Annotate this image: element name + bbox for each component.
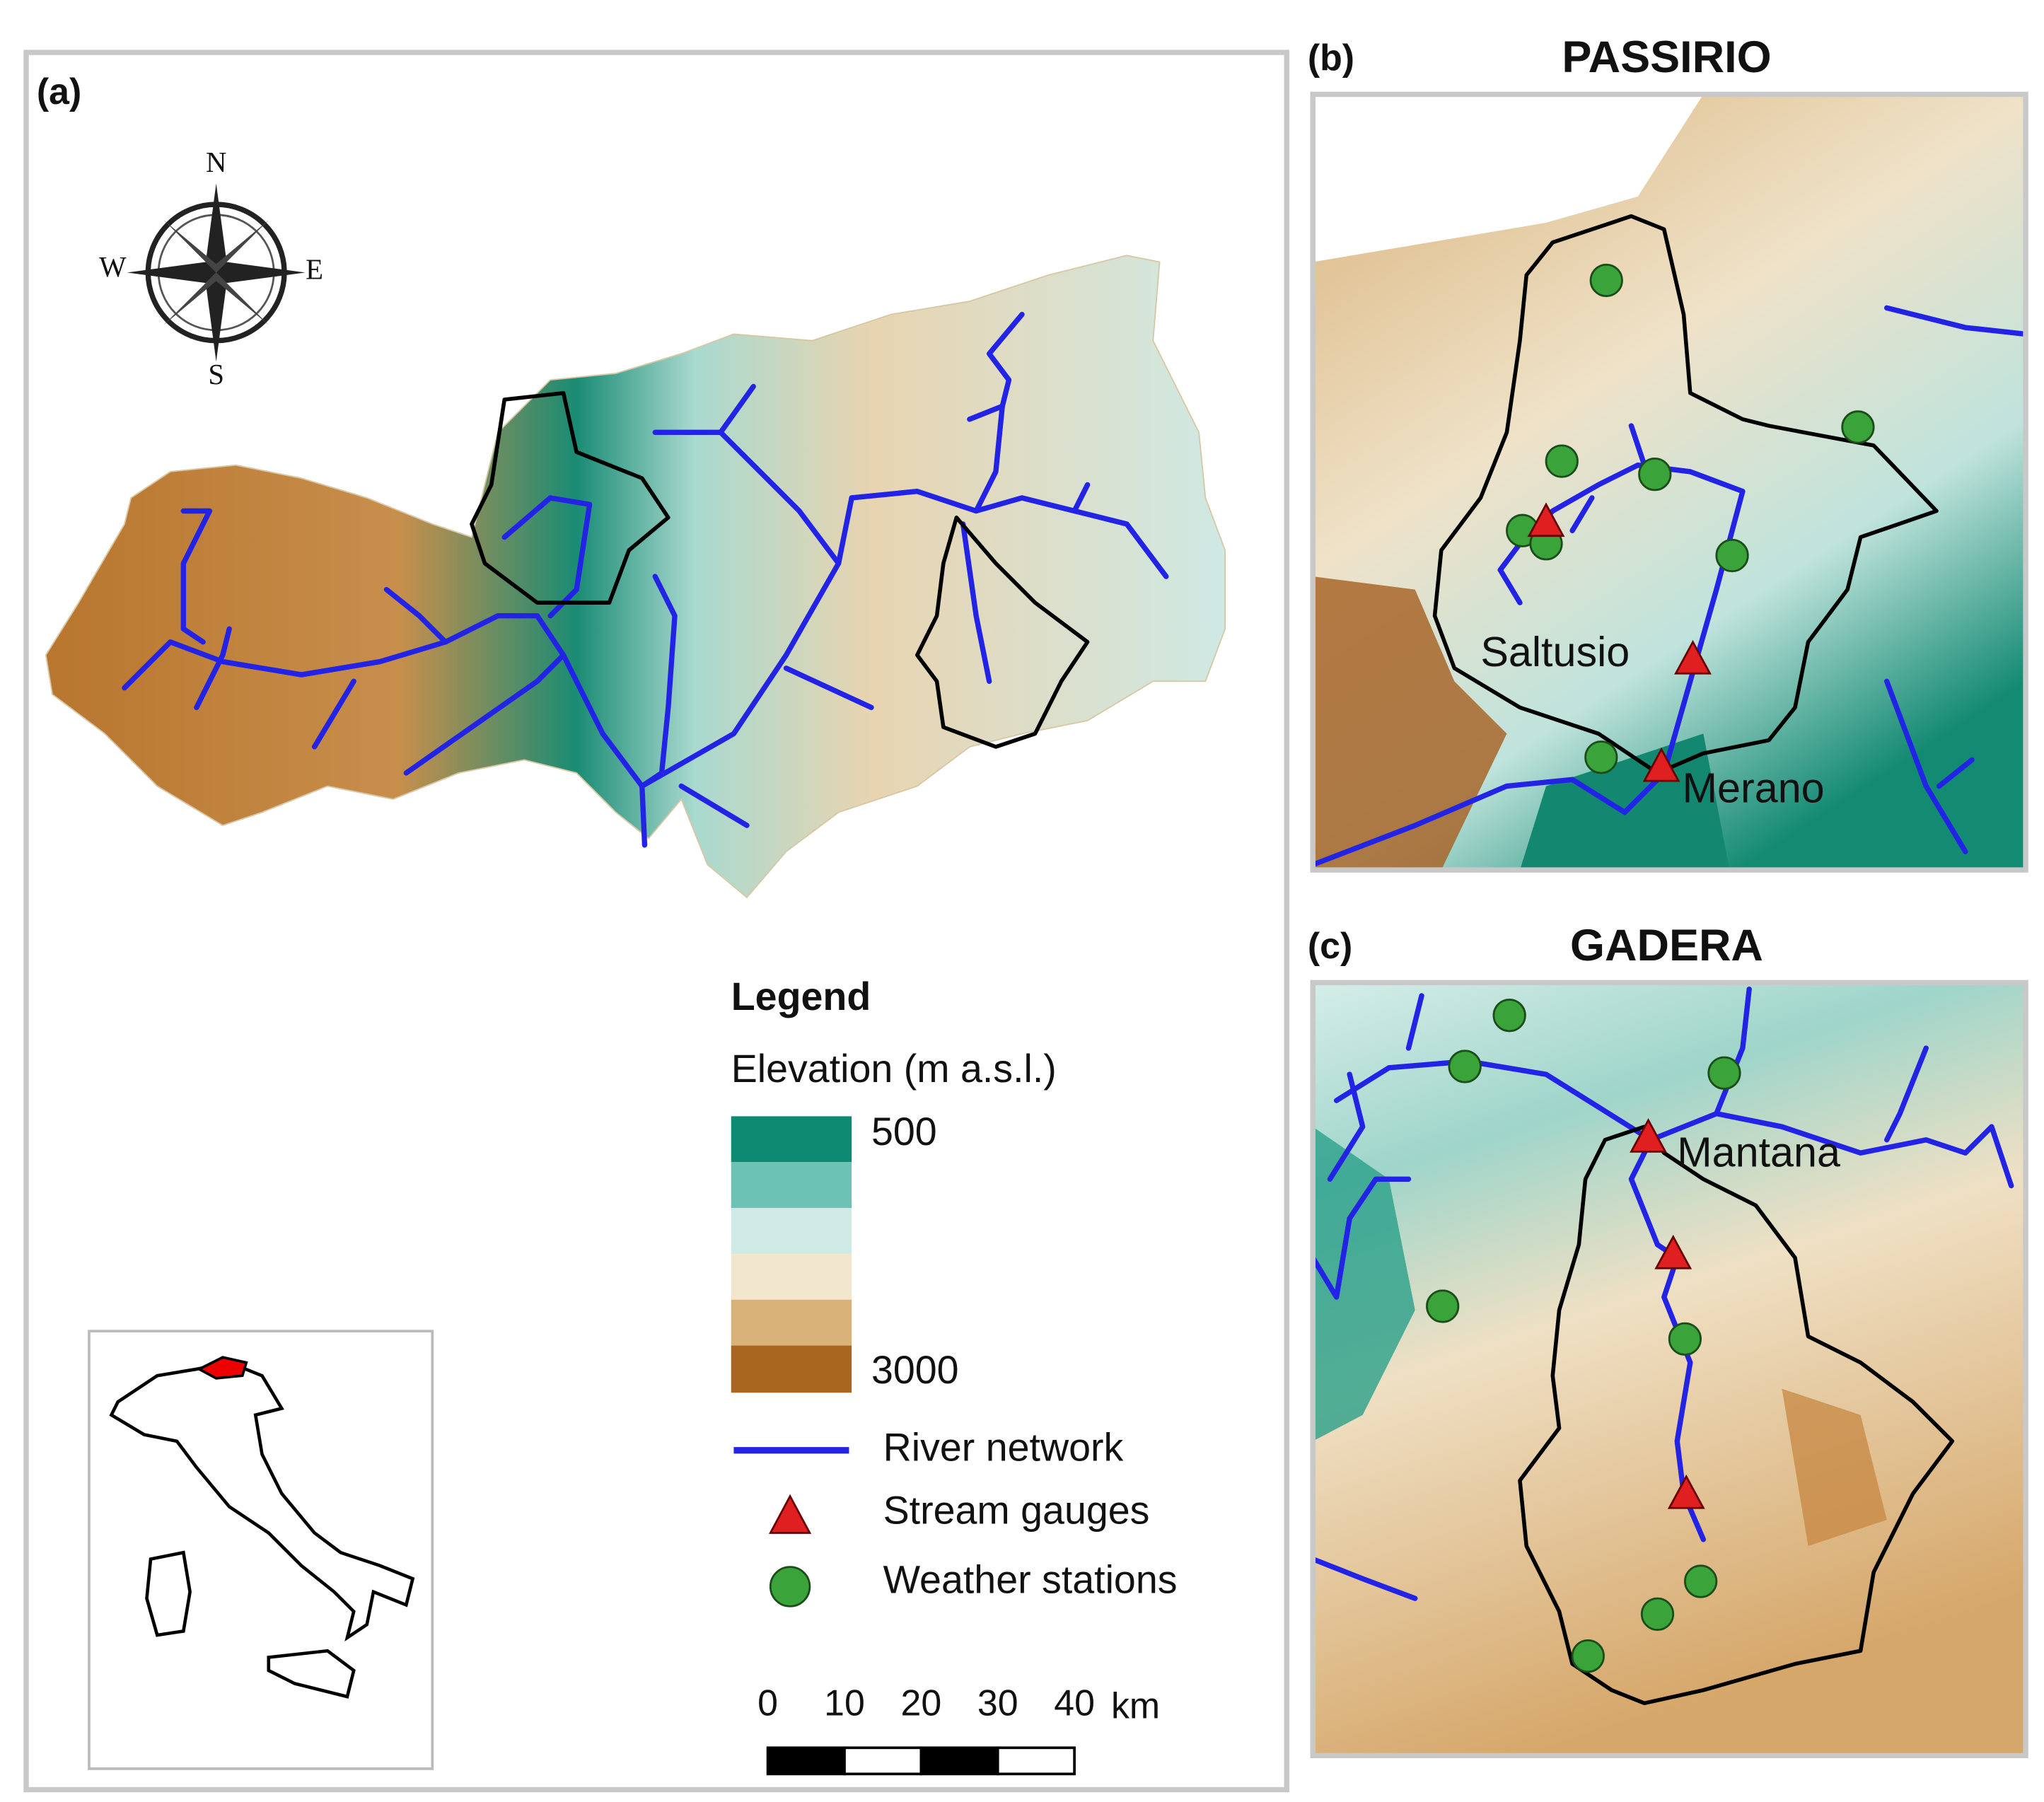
river-network — [122, 311, 1169, 848]
basin-outline — [915, 515, 1090, 749]
italy-inset — [88, 1330, 434, 1770]
scale-segment — [996, 1746, 1076, 1776]
compass-letter: S — [208, 359, 224, 390]
legend-swatch — [768, 1494, 812, 1534]
compass-rose — [127, 183, 306, 362]
scale-segment — [919, 1746, 999, 1776]
basin-outline — [470, 390, 670, 605]
panel-frame — [1310, 980, 2028, 1759]
scale-unit: km — [1111, 1685, 1160, 1726]
panel-label: (a) — [37, 71, 81, 112]
legend-item: Stream gauges — [883, 1488, 1150, 1532]
legend-title: Legend — [731, 975, 871, 1018]
scale-label: 20 — [901, 1682, 942, 1723]
elevation-label: 3000 — [871, 1348, 959, 1392]
place-label: Merano — [1683, 765, 1825, 812]
scale-segment — [766, 1746, 846, 1776]
elevation-ramp — [731, 1116, 852, 1393]
place-label: Saltusio — [1480, 628, 1630, 675]
legend-subtitle: Elevation (m a.s.l.) — [731, 1047, 1057, 1091]
compass-letter: N — [206, 146, 226, 178]
elevation-label: 500 — [871, 1110, 937, 1153]
place-label: Mantana — [1677, 1129, 1840, 1176]
scale-label: 10 — [824, 1682, 865, 1723]
region-terrain — [45, 255, 1226, 899]
legend-item: Weather stations — [883, 1558, 1178, 1602]
panel-title: GADERA — [1570, 921, 1763, 970]
panel-title: PASSIRIO — [1562, 33, 1771, 82]
compass-letter: W — [99, 251, 127, 283]
compass-letter: E — [306, 254, 323, 286]
panel-map — [1313, 982, 2026, 1756]
scale-bar: 0 10 20 30 40 km — [757, 1682, 1160, 1776]
panel-label: (c) — [1308, 925, 1352, 966]
scale-label: 40 — [1054, 1682, 1095, 1723]
legend-swatch — [769, 1566, 811, 1608]
panel-frame — [1310, 91, 2028, 873]
legend-item: River network — [883, 1425, 1124, 1469]
scale-segment — [843, 1746, 923, 1776]
scale-label: 0 — [757, 1682, 778, 1723]
scale-label: 30 — [977, 1682, 1018, 1723]
panel-map — [1313, 94, 2026, 871]
panel-label: (b) — [1308, 37, 1354, 78]
